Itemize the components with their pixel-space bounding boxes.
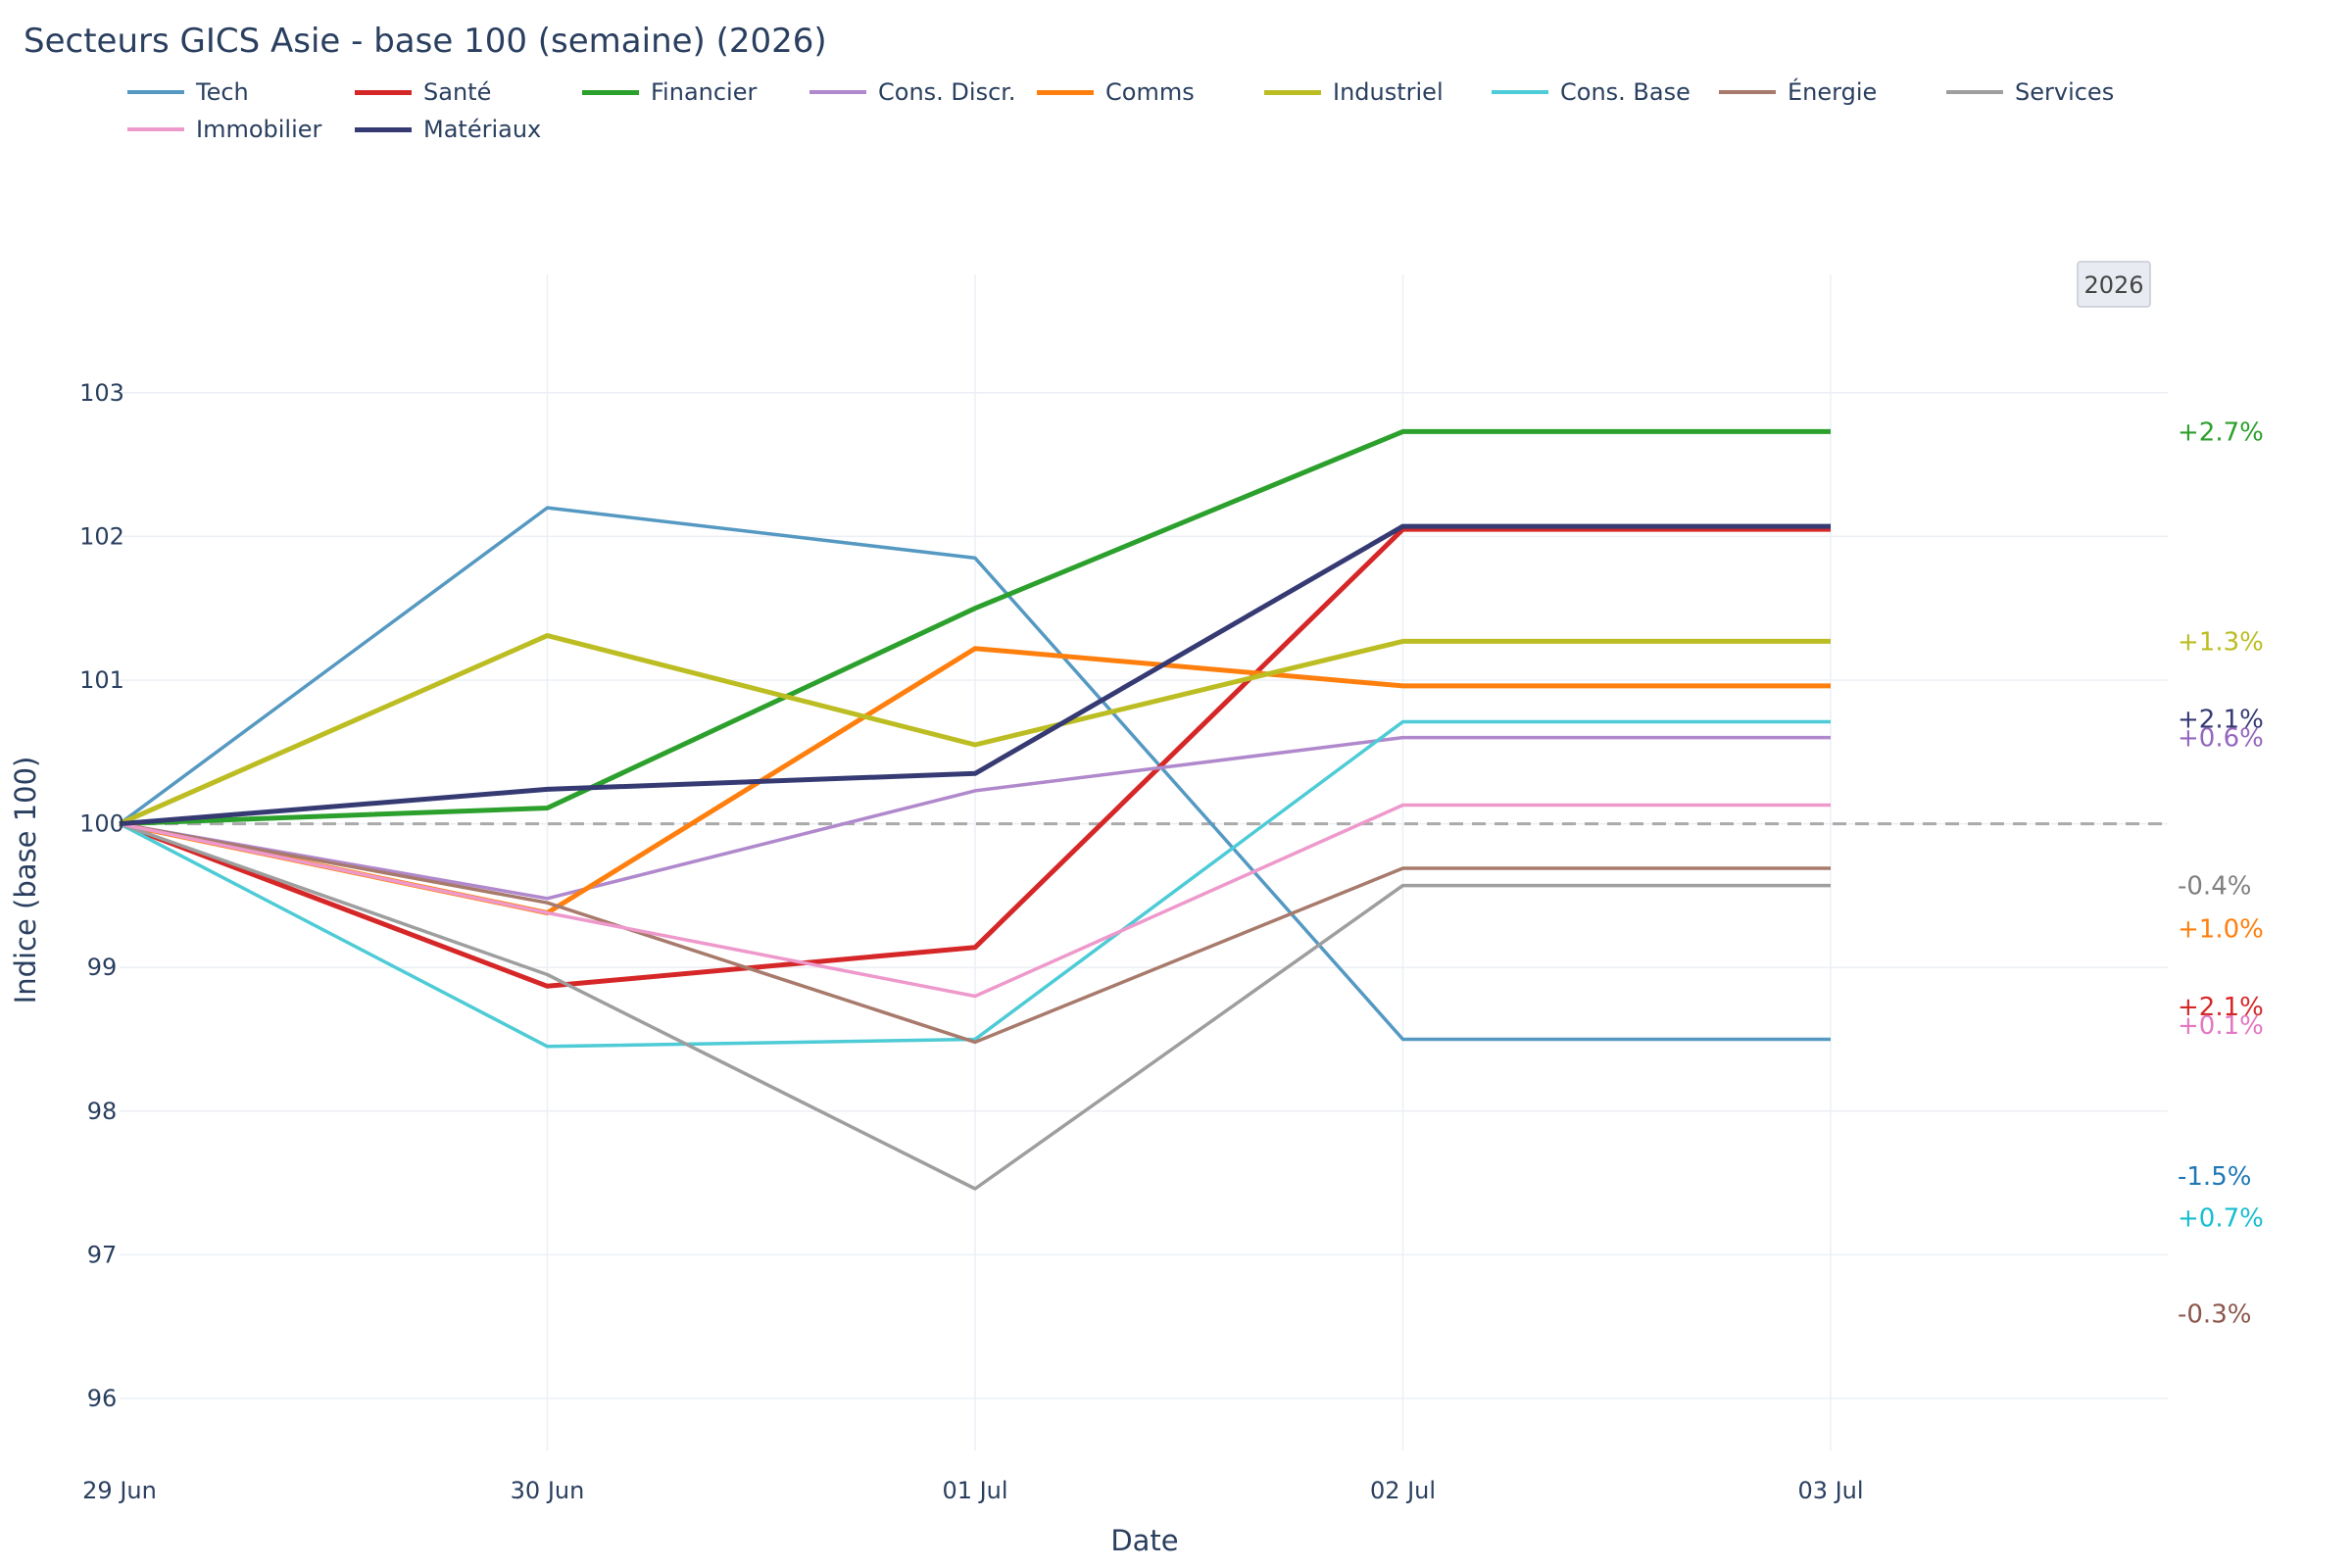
x-tick-label: 03 Jul: [1797, 1477, 1863, 1504]
series-line-industriel: [118, 633, 1831, 826]
legend-label: Tech: [196, 78, 249, 106]
legend-item-tech[interactable]: Tech: [127, 74, 249, 110]
year-badge: 2026: [2077, 261, 2151, 308]
legend-swatch: [1264, 89, 1321, 95]
y-tick-label: 100: [79, 810, 124, 838]
legend-label: Cons. Base: [1560, 78, 1690, 106]
legend-label: Immobilier: [196, 116, 322, 143]
legend-swatch: [127, 127, 184, 131]
end-label: -0.3%: [2178, 1300, 2251, 1330]
legend-item-cons-discr[interactable]: Cons. Discr.: [809, 74, 1016, 110]
year-badge-box: [2077, 261, 2151, 308]
end-label: +1.0%: [2178, 915, 2264, 945]
series-line-materiaux: [119, 523, 1831, 827]
series-line-cons-discr: [119, 735, 1831, 901]
series-line-services: [119, 821, 1831, 1191]
legend-item-industriel[interactable]: Industriel: [1264, 74, 1444, 110]
legend-item-immobilier[interactable]: Immobilier: [127, 112, 321, 147]
x-tick-label: 01 Jul: [942, 1477, 1007, 1504]
legend-label: Énergie: [1788, 78, 1878, 106]
legend-swatch: [1037, 89, 1094, 95]
y-tick-label: 102: [79, 522, 124, 550]
axis-ticks: 96 97 98 99 100 101 102 103 29 Jun 30 Jun 01 Jul 02…: [79, 379, 1863, 1504]
legend-item-sante[interactable]: Santé: [355, 74, 491, 110]
y-tick-label: 103: [79, 379, 124, 407]
series-line-immobilier: [119, 803, 1831, 999]
series-lines: [118, 428, 1831, 1191]
legend-item-materiaux[interactable]: Matériaux: [355, 112, 541, 147]
chart-title: Secteurs GICS Asie - base 100 (semaine) …: [24, 22, 827, 61]
end-label: +0.7%: [2178, 1203, 2264, 1233]
legend-swatch: [355, 126, 412, 132]
legend-swatch: [809, 90, 866, 94]
legend-label: Santé: [423, 78, 492, 106]
legend-swatch: [1492, 90, 1548, 94]
legend-item-services[interactable]: Services: [1946, 74, 2114, 110]
y-tick-label: 101: [79, 666, 124, 694]
series-line-tech: [118, 506, 1831, 1042]
legend-label: Cons. Discr.: [878, 78, 1016, 106]
y-tick-label: 97: [87, 1241, 118, 1268]
x-tick-label: 02 Jul: [1370, 1477, 1436, 1504]
year-badge-text: 2026: [2083, 271, 2143, 299]
x-tick-label: 30 Jun: [511, 1477, 585, 1504]
end-label: +2.1%: [2178, 706, 2264, 735]
end-label: +0.1%: [2178, 1011, 2264, 1041]
legend-swatch: [582, 89, 639, 95]
legend-item-comms[interactable]: Comms: [1037, 74, 1195, 110]
end-label: -0.4%: [2178, 872, 2251, 902]
y-tick-label: 96: [87, 1385, 118, 1412]
end-labels: +2.7%+1.3%+2.1%+0.6%-0.4%+1.0%+2.1%+0.1%…: [2178, 417, 2264, 1329]
end-label: +2.7%: [2178, 417, 2264, 447]
series-line-cons-base: [119, 719, 1831, 1049]
series-line-sante: [119, 526, 1831, 989]
legend-swatch: [1946, 90, 2003, 94]
end-label: -1.5%: [2178, 1162, 2251, 1192]
legend-label: Comms: [1105, 78, 1195, 106]
end-label: +2.1%: [2178, 993, 2264, 1022]
legend-swatch: [127, 90, 184, 94]
x-axis-title: Date: [1110, 1524, 1178, 1557]
y-axis-title: Indice (base 100): [9, 757, 42, 1004]
legend-item-financier[interactable]: Financier: [582, 74, 757, 110]
gridlines: [120, 274, 2168, 1450]
y-tick-label: 99: [87, 954, 118, 981]
end-label: +1.3%: [2178, 627, 2264, 657]
legend-swatch: [1719, 90, 1776, 94]
legend-label: Industriel: [1333, 78, 1444, 106]
series-line-financier: [119, 428, 1831, 827]
series-line-energie: [119, 821, 1831, 1045]
y-tick-label: 98: [87, 1098, 118, 1125]
legend-label: Matériaux: [423, 116, 542, 143]
legend-swatch: [355, 89, 412, 95]
legend-label: Services: [2015, 78, 2115, 106]
x-tick-label: 29 Jun: [82, 1477, 157, 1504]
legend-label: Financier: [651, 78, 758, 106]
legend-item-cons-base[interactable]: Cons. Base: [1492, 74, 1690, 110]
end-label: +0.6%: [2178, 724, 2264, 754]
legend-item-energie[interactable]: Énergie: [1719, 74, 1877, 110]
